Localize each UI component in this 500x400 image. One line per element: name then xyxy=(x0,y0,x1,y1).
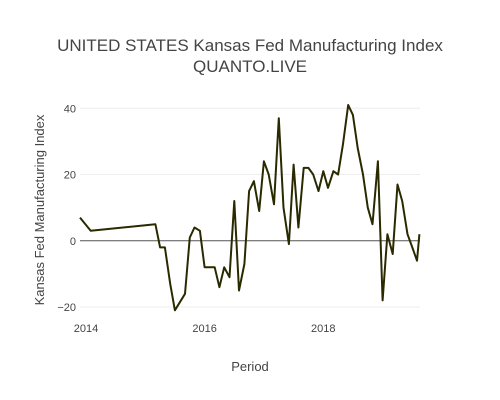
y-tick-label: −20 xyxy=(57,302,76,314)
x-axis-label: Period xyxy=(231,359,269,374)
y-tick-label: 40 xyxy=(64,103,76,115)
y-tick-label: 0 xyxy=(70,236,76,248)
x-tick-label: 2014 xyxy=(74,323,98,335)
chart-title-line-2: QUANTO.LIVE xyxy=(193,57,307,76)
x-tick-label: 2018 xyxy=(311,323,335,335)
y-axis-label: Kansas Fed Manufacturing Index xyxy=(32,114,47,305)
y-tick-label: 20 xyxy=(64,170,76,182)
series-line xyxy=(79,104,421,312)
tick-labels: −20 0 20 40 2014 2016 2018 xyxy=(57,103,335,335)
x-tick-label: 2016 xyxy=(192,323,216,335)
plot-area xyxy=(79,104,421,312)
chart-title-line-1: UNITED STATES Kansas Fed Manufacturing I… xyxy=(57,36,443,55)
